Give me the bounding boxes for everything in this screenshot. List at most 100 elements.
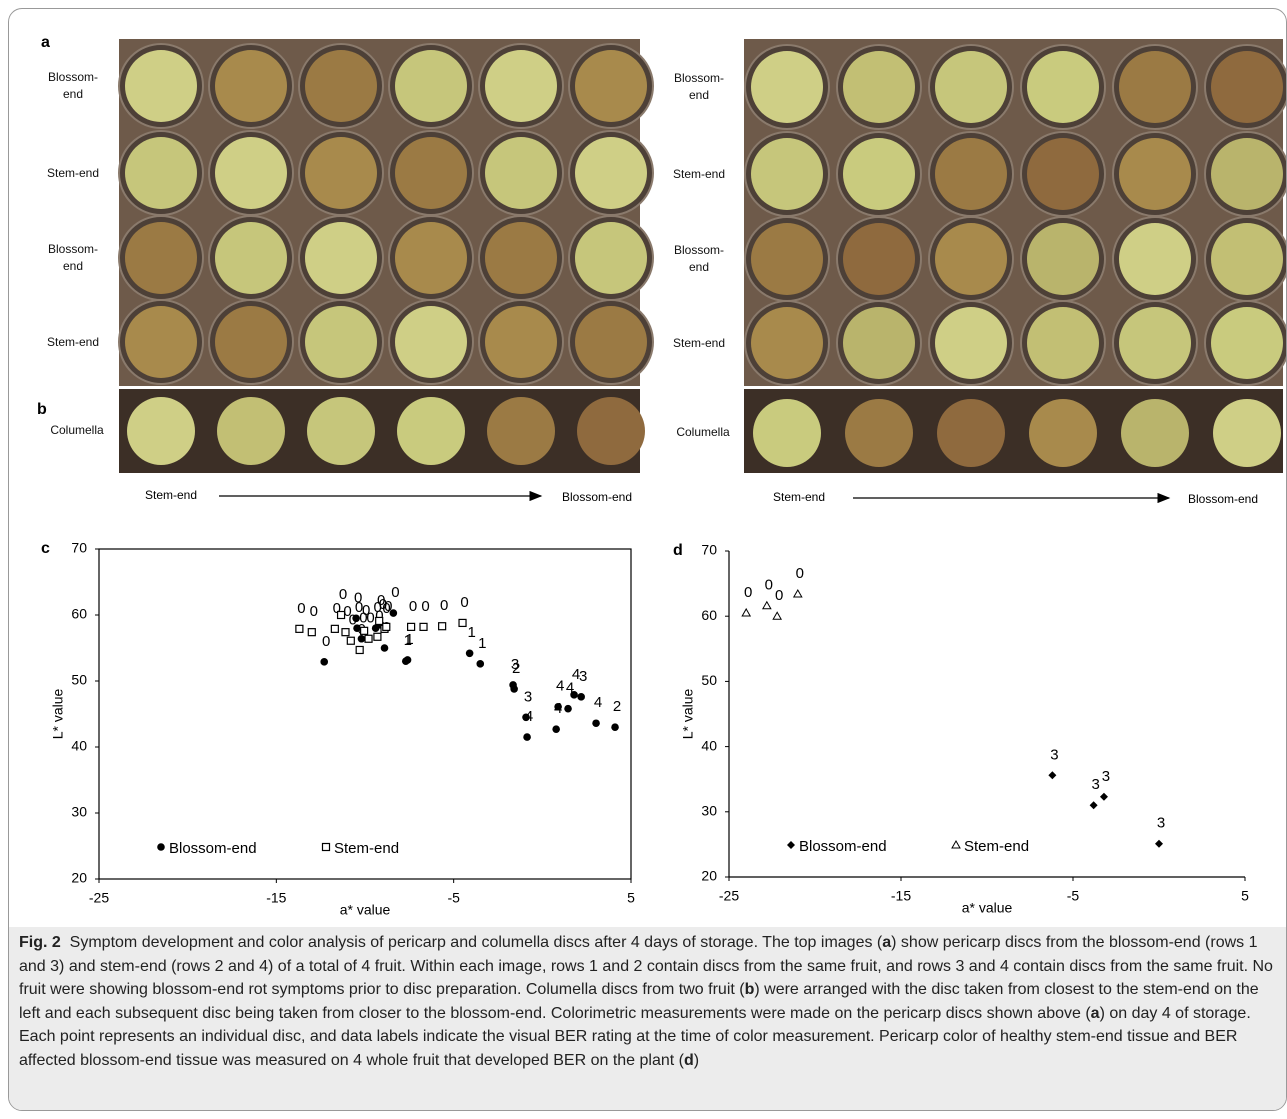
y-tick-label: 30 bbox=[701, 803, 717, 819]
data-label: 1 bbox=[467, 624, 475, 641]
chart-label: c bbox=[41, 540, 50, 557]
caption-text: ) bbox=[694, 1052, 699, 1069]
disc bbox=[751, 223, 823, 295]
panel-label: a bbox=[41, 34, 50, 51]
disc bbox=[1027, 138, 1099, 210]
chart-label: d bbox=[673, 542, 683, 559]
disc bbox=[305, 306, 377, 378]
point bbox=[466, 649, 474, 657]
disc bbox=[1211, 51, 1283, 123]
legend-label: Blossom-end bbox=[169, 840, 257, 857]
data-label: 0 bbox=[339, 586, 347, 603]
disc bbox=[395, 50, 467, 122]
columella-disc bbox=[937, 399, 1005, 467]
point bbox=[570, 691, 578, 699]
columella-disc bbox=[1213, 399, 1281, 467]
data-label: 0 bbox=[744, 584, 752, 601]
point bbox=[365, 635, 372, 642]
x-tick-label: 5 bbox=[1241, 888, 1249, 904]
caption-ref: d bbox=[684, 1052, 694, 1069]
disc bbox=[215, 306, 287, 378]
disc bbox=[305, 50, 377, 122]
disc bbox=[305, 222, 377, 294]
disc bbox=[935, 223, 1007, 295]
y-tick-label: 20 bbox=[71, 870, 87, 886]
caption-text: Symptom development and color analysis o… bbox=[70, 934, 883, 951]
point bbox=[523, 733, 531, 741]
disc bbox=[575, 137, 647, 209]
y-tick-label: 60 bbox=[701, 607, 717, 623]
y-tick-label: 40 bbox=[71, 738, 87, 754]
data-label: 0 bbox=[775, 587, 783, 604]
row-label: Stem-end bbox=[667, 335, 731, 352]
data-label: 3 bbox=[1102, 768, 1110, 785]
columella-disc bbox=[1029, 399, 1097, 467]
point bbox=[763, 602, 771, 609]
point bbox=[1090, 801, 1098, 809]
y-tick-label: 70 bbox=[701, 542, 717, 558]
point bbox=[320, 658, 328, 666]
row-label: Stem-end bbox=[667, 166, 731, 183]
caption-ref: a bbox=[1091, 1005, 1100, 1022]
point bbox=[347, 637, 354, 644]
plot-frame bbox=[99, 549, 631, 879]
disc bbox=[935, 51, 1007, 123]
data-label: 3 bbox=[1050, 746, 1058, 763]
photo bbox=[744, 389, 1283, 473]
x-tick-label: -15 bbox=[266, 890, 286, 906]
data-label: 0 bbox=[349, 612, 357, 629]
data-label: 0 bbox=[440, 597, 448, 614]
legend-label: Stem-end bbox=[964, 838, 1029, 855]
caption-ref: a bbox=[882, 934, 891, 951]
data-label: 4 bbox=[556, 678, 564, 695]
data-label: 4 bbox=[594, 694, 602, 711]
data-label: 2 bbox=[512, 660, 520, 677]
photo bbox=[119, 389, 640, 473]
disc bbox=[305, 137, 377, 209]
x-tick-label: -15 bbox=[891, 888, 911, 904]
data-label: 0 bbox=[297, 600, 305, 617]
columella-disc bbox=[487, 397, 555, 465]
arrow-start: Stem-end bbox=[773, 490, 825, 504]
disc bbox=[395, 137, 467, 209]
disc bbox=[843, 51, 915, 123]
arrow-start: Stem-end bbox=[145, 488, 197, 502]
disc bbox=[215, 222, 287, 294]
y-axis-title: L* value bbox=[50, 688, 66, 739]
disc bbox=[1027, 51, 1099, 123]
disc bbox=[843, 307, 915, 379]
x-tick-label: -5 bbox=[1067, 888, 1080, 904]
point bbox=[408, 623, 415, 630]
row-label: Columella bbox=[667, 424, 739, 441]
point bbox=[510, 685, 518, 693]
point bbox=[552, 725, 560, 733]
disc bbox=[1119, 223, 1191, 295]
disc bbox=[575, 306, 647, 378]
disc bbox=[1119, 138, 1191, 210]
y-tick-label: 70 bbox=[71, 540, 87, 556]
point bbox=[296, 625, 303, 632]
point bbox=[476, 660, 484, 668]
point bbox=[404, 656, 412, 664]
caption: Fig. 2 Symptom development and color ana… bbox=[9, 927, 1286, 1111]
arrow-end: Blossom-end bbox=[562, 490, 632, 504]
legend-marker bbox=[323, 844, 330, 851]
row-label: Blossom-end bbox=[667, 242, 731, 276]
point bbox=[308, 629, 315, 636]
disc bbox=[935, 138, 1007, 210]
row-label: Blossom-end bbox=[41, 241, 105, 275]
columella-disc bbox=[577, 397, 645, 465]
x-tick-label: -25 bbox=[89, 890, 109, 906]
x-tick-label: 5 bbox=[627, 890, 635, 906]
y-tick-label: 60 bbox=[71, 606, 87, 622]
disc bbox=[575, 222, 647, 294]
disc bbox=[575, 50, 647, 122]
disc bbox=[215, 50, 287, 122]
disc bbox=[395, 222, 467, 294]
x-tick-label: -5 bbox=[447, 890, 460, 906]
columella-disc bbox=[1121, 399, 1189, 467]
data-label: 0 bbox=[366, 610, 374, 627]
point bbox=[381, 644, 389, 652]
point bbox=[342, 629, 349, 636]
disc bbox=[1211, 138, 1283, 210]
